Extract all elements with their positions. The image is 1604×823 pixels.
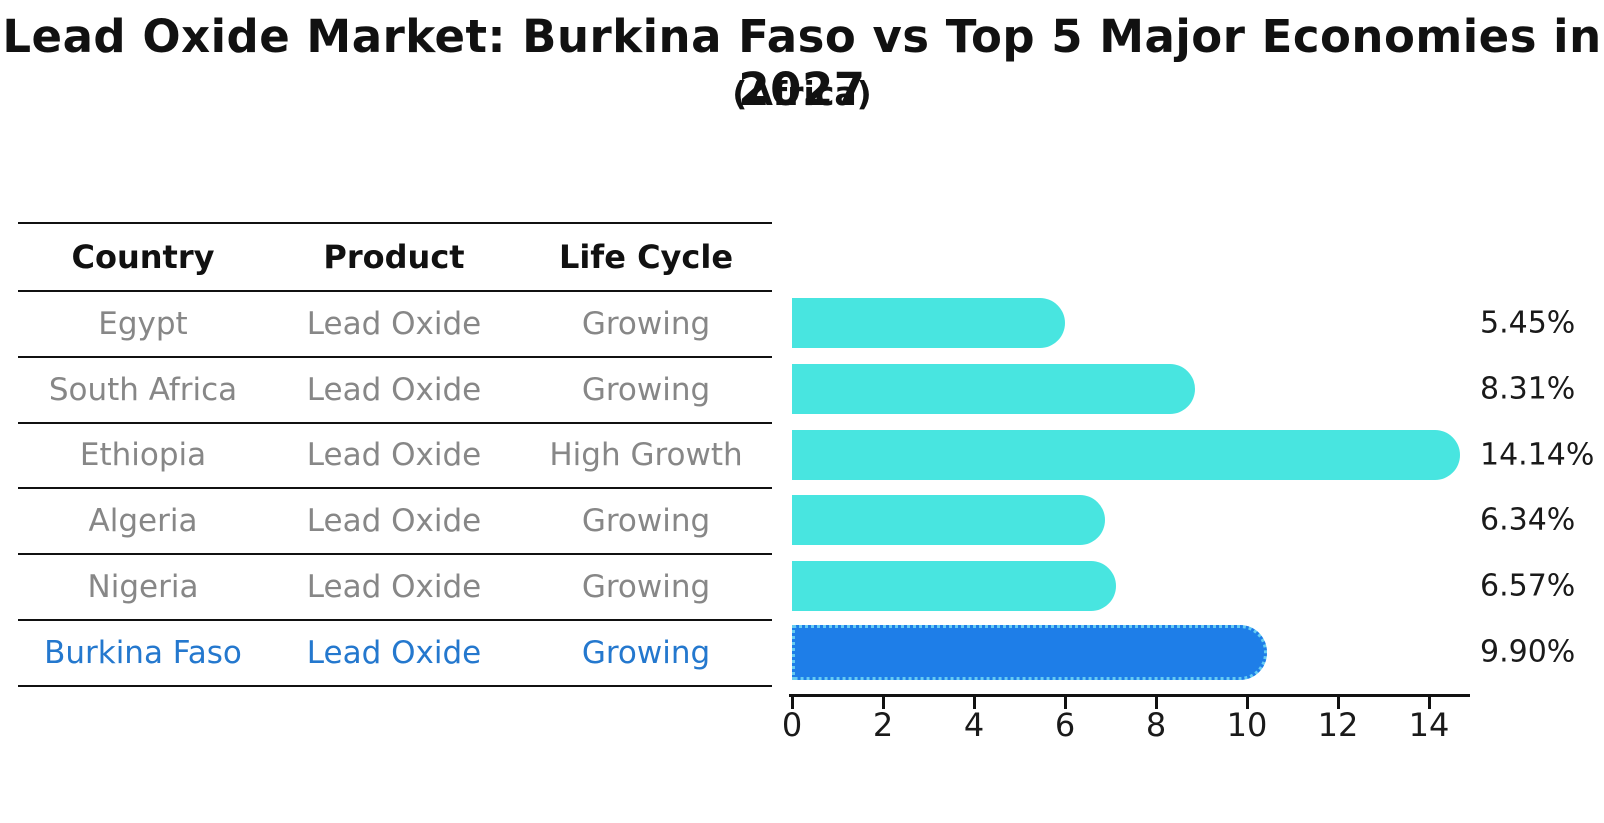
cell-product: Lead Oxide [306, 305, 482, 342]
bar-south-africa [792, 363, 1196, 414]
bar-egypt [792, 298, 1065, 348]
table-row-nigeria: Nigeria Lead Oxide Growing [18, 555, 772, 621]
cell-country: South Africa [48, 371, 238, 408]
table-row-south-africa: South Africa Lead Oxide Growing [18, 358, 772, 424]
table-header-row: Country Product Life Cycle [18, 224, 772, 292]
x-tick-mark [972, 697, 976, 709]
x-tick-mark [881, 697, 885, 709]
value-label-nigeria: 6.57% [1480, 568, 1576, 604]
value-label-burkina-faso: 9.90% [1480, 634, 1576, 670]
cell-country: Nigeria [87, 569, 199, 606]
cell-country: Egypt [98, 305, 188, 342]
value-label-south-africa: 8.31% [1480, 371, 1576, 407]
table-row-burkina-faso: Burkina Faso Lead Oxide Growing [18, 621, 772, 687]
x-tick-mark [1245, 697, 1249, 709]
bar-burkina-faso [792, 624, 1268, 680]
value-label-ethiopia: 14.14% [1480, 437, 1595, 473]
cell-life-cycle: Growing [581, 305, 711, 342]
x-axis-line [789, 694, 1470, 697]
value-label-algeria: 6.34% [1480, 502, 1576, 538]
x-tick-mark [1427, 697, 1431, 709]
table-body: Egypt Lead Oxide Growing South Africa Lead O… [18, 292, 772, 687]
bar-nigeria [792, 561, 1116, 612]
x-tick-label: 10 [1226, 706, 1268, 744]
country-table: Country Product Life Cycle Egypt Lead Oxi… [18, 222, 772, 687]
cell-product: Lead Oxide [306, 503, 482, 540]
x-tick-label: 14 [1408, 706, 1450, 744]
x-tick-label: 8 [1145, 706, 1167, 744]
value-label-egypt: 5.45% [1480, 305, 1576, 341]
table-row-egypt: Egypt Lead Oxide Growing [18, 292, 772, 358]
x-tick-mark [1336, 697, 1340, 709]
chart-subtitle: (Africa) [732, 74, 872, 113]
chart-title: Lead Oxide Market: Burkina Faso vs Top 5… [2, 10, 1602, 116]
x-tick-label: 2 [872, 706, 894, 744]
cell-country: Burkina Faso [44, 634, 242, 671]
x-tick-label: 12 [1317, 706, 1359, 744]
column-header-country: Country [71, 238, 215, 276]
x-tick-label: 6 [1054, 706, 1076, 744]
x-tick-label: 4 [963, 706, 985, 744]
cell-life-cycle: Growing [581, 569, 711, 606]
cell-product: Lead Oxide [306, 569, 482, 606]
cell-country: Algeria [88, 503, 198, 540]
cell-life-cycle: High Growth [549, 437, 743, 474]
bar-ethiopia [792, 429, 1461, 480]
x-tick-mark [1063, 697, 1067, 709]
x-tick-label: 0 [781, 706, 803, 744]
table-row-algeria: Algeria Lead Oxide Growing [18, 489, 772, 556]
cell-life-cycle: Growing [581, 503, 711, 540]
cell-product: Lead Oxide [306, 371, 482, 408]
x-tick-mark [1154, 697, 1158, 709]
column-header-product: Product [323, 238, 465, 276]
column-header-life-cycle: Life Cycle [558, 238, 734, 276]
x-tick-mark [790, 697, 794, 709]
cell-life-cycle: Growing [581, 634, 711, 671]
cell-country: Ethiopia [79, 437, 207, 474]
cell-life-cycle: Growing [581, 371, 711, 408]
cell-product: Lead Oxide [306, 634, 482, 671]
table-row-ethiopia: Ethiopia Lead Oxide High Growth [18, 424, 772, 490]
cell-product: Lead Oxide [306, 437, 482, 474]
bar-algeria [792, 495, 1106, 546]
